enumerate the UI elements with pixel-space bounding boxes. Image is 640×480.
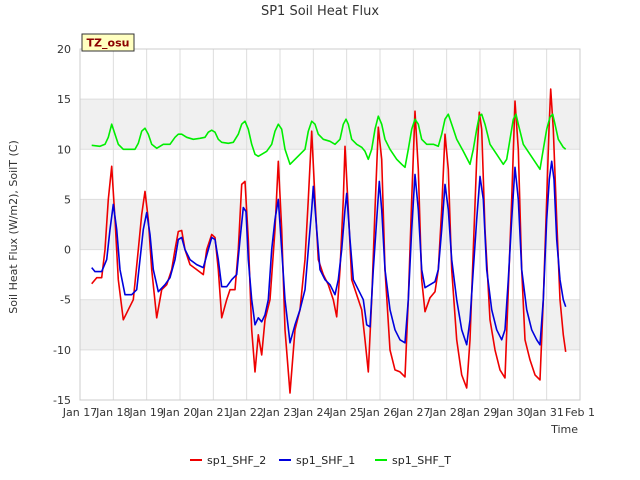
y-tick-label: -15: [53, 394, 71, 407]
x-axis-label: Time: [550, 423, 578, 436]
plot-frame: [79, 48, 581, 401]
plot-band: [80, 299, 580, 350]
x-tick-label: Jan 17: [62, 406, 97, 419]
x-tick-label: Jan 18: [95, 406, 130, 419]
x-tick-label: Jan 29: [462, 406, 497, 419]
x-tick-label: Jan 21: [195, 406, 230, 419]
y-tick-label: -10: [53, 344, 71, 357]
y-tick-labels: -15 -10 -5 0 5 10 15 20: [53, 43, 71, 407]
x-tick-label: Jan 27: [395, 406, 430, 419]
plot-band: [80, 49, 580, 100]
plot-band: [80, 149, 580, 200]
chart-title: SP1 Soil Heat Flux: [261, 4, 379, 19]
y-tick-label: 5: [64, 193, 71, 206]
timezone-badge: TZ_osu: [81, 33, 135, 52]
x-tick-label: Jan 20: [162, 406, 197, 419]
y-tick-label: 10: [57, 143, 71, 156]
x-tick-label: Jan 22: [228, 406, 263, 419]
legend-label-sp1_SHF_2: sp1_SHF_2: [207, 454, 266, 467]
y-tick-label: 20: [57, 43, 71, 56]
y-tick-label: -5: [60, 294, 71, 307]
y-tick-label: 0: [64, 244, 71, 257]
x-tick-label: Jan 25: [328, 406, 363, 419]
timezone-badge-text: TZ_osu: [87, 37, 130, 50]
x-tick-label: Jan 31: [528, 406, 563, 419]
x-tick-label: Jan 26: [362, 406, 397, 419]
series-line-sp1_SHF_1: [91, 160, 567, 346]
series-lines: [91, 88, 567, 394]
series-line-sp1_SHF_T: [91, 113, 567, 171]
y-axis-label: Soil Heat Flux (W/m2), SoilT (C): [7, 140, 20, 313]
x-tick-label: Jan 30: [495, 406, 530, 419]
x-tick-label: Feb 1: [565, 406, 595, 419]
x-tick-label: Jan 23: [262, 406, 297, 419]
x-tick-label: Jan 28: [428, 406, 463, 419]
plot-band: [80, 199, 580, 250]
legend-label-sp1_SHF_1: sp1_SHF_1: [296, 454, 355, 467]
plot-bands: [80, 49, 580, 400]
legend-label-sp1_SHF_T: sp1_SHF_T: [392, 454, 451, 467]
x-tick-label: Jan 19: [128, 406, 163, 419]
x-tick-label: Jan 24: [295, 406, 330, 419]
y-tick-label: 15: [57, 93, 71, 106]
legend: sp1_SHF_2 sp1_SHF_1 sp1_SHF_T: [190, 454, 451, 467]
